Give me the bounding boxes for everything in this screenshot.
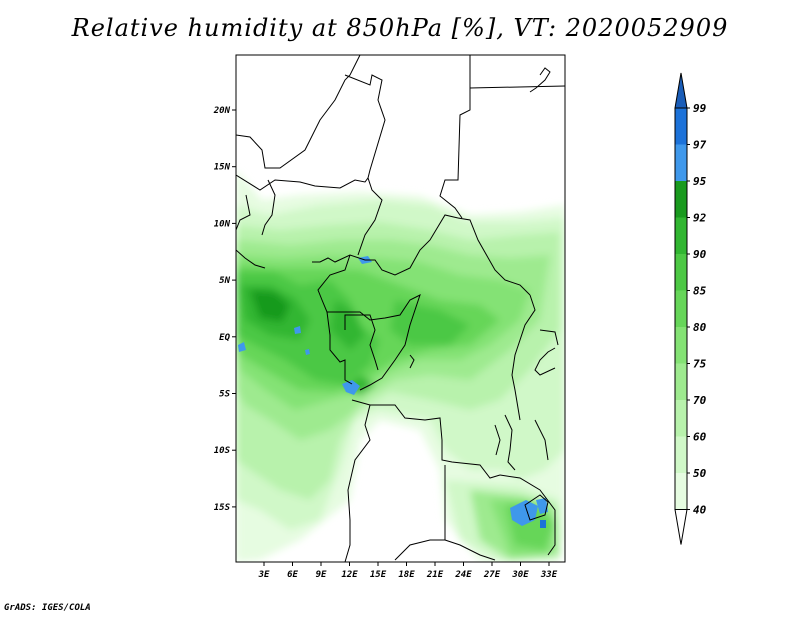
longitude-axis: 3E 6E 9E 12E 15E 18E 21E 24E 27E 30E 33E — [258, 562, 558, 580]
latitude-axis: 20N 15N 10N 5N EQ 5S 10S 15S — [213, 106, 236, 513]
lon-label: 21E — [426, 570, 444, 580]
lat-label: 15S — [214, 503, 231, 513]
lon-label: 15E — [370, 570, 387, 580]
colorbar-label: 70 — [693, 394, 707, 407]
lon-label: 3E — [258, 570, 270, 580]
colorbar: 40 50 60 70 75 80 85 90 92 95 97 99 — [674, 72, 707, 545]
colorbar-box — [675, 181, 687, 218]
colorbar-box — [675, 254, 687, 291]
colorbar-box — [675, 436, 687, 473]
lon-label: 6E — [287, 570, 298, 580]
lon-label: 9E — [316, 570, 327, 580]
colorbar-label: 40 — [693, 504, 707, 517]
colorbar-box — [675, 327, 687, 364]
lat-label: 20N — [213, 106, 231, 116]
colorbar-label: 92 — [693, 212, 707, 225]
lat-label: 5S — [219, 390, 230, 400]
lon-label: 12E — [341, 570, 358, 580]
map-frame — [235, 54, 566, 563]
lon-label: 27E — [483, 570, 501, 580]
colorbar-box — [675, 473, 687, 510]
rh-95-plus-patch — [342, 380, 360, 395]
country-borders — [236, 55, 565, 562]
lon-label: 18E — [398, 570, 415, 580]
colorbar-box — [675, 144, 687, 181]
colorbar-box — [675, 217, 687, 254]
colorbar-label: 60 — [693, 431, 707, 444]
colorbar-label: 99 — [693, 102, 707, 115]
colorbar-label: 50 — [693, 467, 707, 480]
lat-label: 10N — [214, 219, 231, 229]
colorbar-label: 95 — [693, 175, 707, 188]
colorbar-label: 80 — [693, 321, 707, 334]
lat-label: 15N — [214, 163, 231, 173]
lon-label: 30E — [511, 570, 529, 580]
lat-label: EQ — [219, 333, 230, 343]
colorbar-box — [675, 363, 687, 400]
colorbar-label: 90 — [693, 248, 707, 261]
colorbar-label: 75 — [693, 358, 707, 371]
colorbar-box — [675, 400, 687, 437]
colorbar-label: 97 — [693, 139, 707, 152]
lon-label: 24E — [454, 570, 472, 580]
lat-label: 10S — [214, 446, 231, 456]
colorbar-box — [675, 290, 687, 327]
colorbar-high-arrow — [674, 72, 688, 109]
grads-credit: GrADS: IGES/COLA — [4, 603, 91, 613]
map-title: Relative humidity at 850hPa [%], VT: 202… — [71, 14, 729, 42]
colorbar-label: 85 — [693, 285, 707, 298]
colorbar-outline — [674, 107, 688, 510]
humidity-field — [236, 55, 565, 562]
lon-label: 33E — [540, 570, 558, 580]
colorbar-box — [675, 108, 687, 145]
lat-label: 5N — [219, 276, 230, 286]
colorbar-low-arrow — [674, 509, 688, 545]
